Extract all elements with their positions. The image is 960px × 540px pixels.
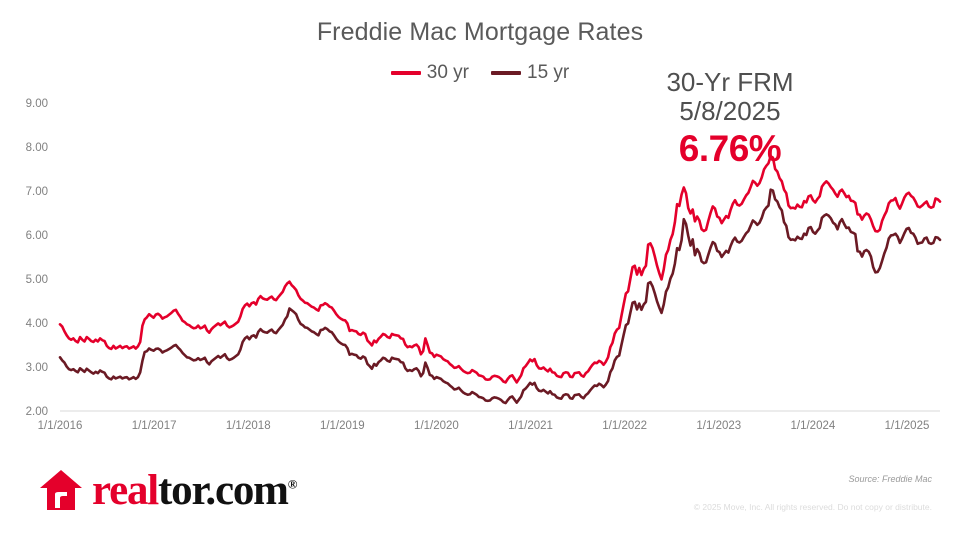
series-line-30yr <box>58 154 942 384</box>
x-tick-label: 1/1/2024 <box>791 420 836 432</box>
x-tick-label: 1/1/2025 <box>885 420 930 432</box>
house-icon <box>40 470 82 510</box>
legend-swatch-15yr <box>491 71 521 75</box>
legend-swatch-30yr <box>390 71 421 75</box>
plot-area: 2.00 3.00 4.00 5.00 6.00 7.00 8.00 9.00 1/1/201… <box>26 98 942 432</box>
y-tick-label: 2.00 <box>26 406 48 418</box>
logo-wordmark: realtor.com® <box>92 469 297 512</box>
source-note: Source: Freddie Mac <box>848 474 932 484</box>
y-tick-label: 4.00 <box>26 318 48 330</box>
y-tick-label: 5.00 <box>26 274 48 286</box>
x-axis: 1/1/2016 1/1/2017 1/1/2018 1/1/2019 1/1/2020… <box>38 420 930 432</box>
x-tick-label: 1/1/2017 <box>132 420 177 432</box>
realtor-logo[interactable]: realtor.com® <box>38 467 297 513</box>
copyright-note: © 2025 Move, Inc. All rights reserved. D… <box>693 502 932 512</box>
y-tick-label: 8.00 <box>26 142 48 154</box>
chart-legend: 30 yr 15 yr <box>0 62 960 84</box>
footer: realtor.com® Source: Freddie Mac © 2025 … <box>0 445 960 540</box>
logo-word-black: tor.com <box>158 466 289 514</box>
series-line-15yr <box>58 188 942 405</box>
x-tick-label: 1/1/2016 <box>38 420 83 432</box>
x-tick-label: 1/1/2022 <box>602 420 647 432</box>
x-tick-label: 1/1/2021 <box>508 420 553 432</box>
x-tick-label: 1/1/2019 <box>320 420 365 432</box>
y-tick-label: 9.00 <box>26 98 48 110</box>
legend-label-30yr: 30 yr <box>426 62 469 83</box>
y-axis: 2.00 3.00 4.00 5.00 6.00 7.00 8.00 9.00 <box>26 98 48 418</box>
legend-item-15yr[interactable]: 15 yr <box>491 62 569 84</box>
x-tick-label: 1/1/2020 <box>414 420 459 432</box>
x-tick-label: 1/1/2023 <box>696 420 741 432</box>
chart-title: Freddie Mac Mortgage Rates <box>316 18 644 46</box>
logo-word-red: real <box>92 466 159 514</box>
y-tick-label: 6.00 <box>26 230 48 242</box>
y-tick-label: 7.00 <box>26 186 48 198</box>
chart-svg: 2.00 3.00 4.00 5.00 6.00 7.00 8.00 9.00 1/1/201… <box>26 98 942 432</box>
legend-item-30yr[interactable]: 30 yr <box>390 62 469 84</box>
legend-label-15yr: 15 yr <box>527 62 570 83</box>
y-tick-label: 3.00 <box>26 362 48 374</box>
x-tick-label: 1/1/2018 <box>226 420 271 432</box>
logo-trademark: ® <box>287 476 298 492</box>
